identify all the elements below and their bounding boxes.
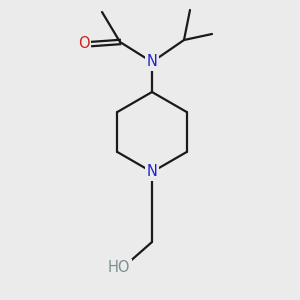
Text: N: N xyxy=(147,55,158,70)
Text: N: N xyxy=(147,164,158,179)
Text: HO: HO xyxy=(108,260,130,275)
Text: O: O xyxy=(78,37,90,52)
